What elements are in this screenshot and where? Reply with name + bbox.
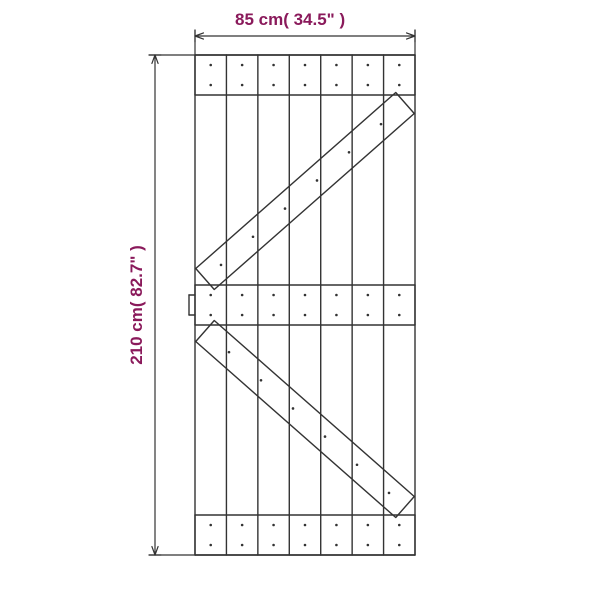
width-dimension-label: 85 cm( 34.5" )	[235, 10, 345, 30]
door-line-drawing	[0, 0, 600, 600]
dimension-diagram: 85 cm( 34.5" ) 210 cm( 82.7" )	[0, 0, 600, 600]
height-dimension-label: 210 cm( 82.7" )	[127, 245, 147, 365]
